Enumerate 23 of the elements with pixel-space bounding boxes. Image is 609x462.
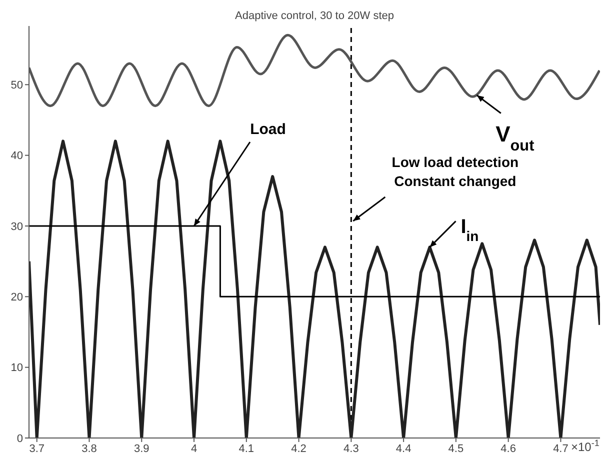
y-tick-label: 40 xyxy=(10,150,23,162)
y-tick-label: 10 xyxy=(10,362,23,374)
annotation: I$_{in}$ xyxy=(460,216,479,244)
chart-title: Adaptive control, 30 to 20W step xyxy=(235,10,394,22)
annotation: Load xyxy=(250,120,286,138)
x-tick-label: 3.7 xyxy=(29,442,45,455)
x-axis-title: ×10$^{-1}$ xyxy=(571,438,600,454)
y-tick-label: 30 xyxy=(10,220,23,233)
x-tick-label: 4 xyxy=(190,442,198,455)
x-tick-label: 4.4 xyxy=(396,442,412,455)
y-tick-label: 50 xyxy=(10,80,23,92)
x-tick-label: 4.3 xyxy=(344,442,359,455)
x-tick-label: 4.5 xyxy=(448,442,464,455)
annotation: V$_{out}$ xyxy=(496,121,534,154)
x-tick-label: 3.8 xyxy=(82,442,97,455)
x-tick-label: 4.6 xyxy=(500,442,516,455)
ref-line-label: Low load detection Constant changed xyxy=(392,154,519,189)
y-tick-label: 0 xyxy=(16,432,23,445)
x-tick-label: 4.1 xyxy=(238,442,254,455)
x-tick-label: 4.7 xyxy=(553,442,568,455)
y-tick-label: 20 xyxy=(10,292,23,304)
x-tick-label: 3.9 xyxy=(134,442,150,455)
x-tick-label: 4.2 xyxy=(291,442,306,455)
